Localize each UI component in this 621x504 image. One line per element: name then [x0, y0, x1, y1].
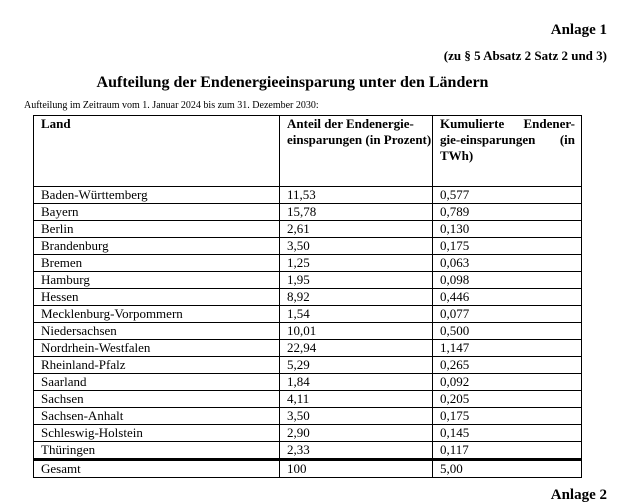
table-header-row: Land Anteil der Endenergie-einsparungen …: [33, 115, 582, 187]
percent-cell: 15,78: [279, 203, 433, 221]
land-cell: Brandenburg: [33, 237, 280, 255]
twh-cell: 0,205: [432, 390, 582, 408]
percent-cell: 2,90: [279, 424, 433, 442]
table-row: Berlin 2,61 0,130: [33, 220, 582, 238]
page-title: Aufteilung der Endenergieeinsparung unte…: [0, 74, 621, 92]
table-row: Sachsen 4,11 0,205: [33, 390, 582, 408]
table-row: Schleswig-Holstein 2,90 0,145: [33, 424, 582, 442]
twh-cell: 0,577: [432, 186, 582, 204]
header-percent: Anteil der Endenergie-einsparungen (in P…: [279, 115, 433, 187]
land-cell: Sachsen: [33, 390, 280, 408]
table-row: Rheinland-Pfalz 5,29 0,265: [33, 356, 582, 374]
percent-cell: 10,01: [279, 322, 433, 340]
table-row: Mecklenburg-Vorpommern 1,54 0,077: [33, 305, 582, 323]
twh-cell: 0,175: [432, 407, 582, 425]
table-row: Hessen 8,92 0,446: [33, 288, 582, 306]
percent-cell: 22,94: [279, 339, 433, 357]
land-cell: Hamburg: [33, 271, 280, 289]
land-cell: Nordrhein-Westfalen: [33, 339, 280, 357]
percent-cell: 11,53: [279, 186, 433, 204]
land-cell: Bremen: [33, 254, 280, 272]
table-row: Bremen 1,25 0,063: [33, 254, 582, 272]
percent-cell: 3,50: [279, 237, 433, 255]
table-row: Hamburg 1,95 0,098: [33, 271, 582, 289]
percent-cell: 3,50: [279, 407, 433, 425]
twh-cell: 0,789: [432, 203, 582, 221]
percent-cell: 1,25: [279, 254, 433, 272]
percent-cell: 8,92: [279, 288, 433, 306]
twh-cell: 0,175: [432, 237, 582, 255]
percent-cell: 4,11: [279, 390, 433, 408]
land-cell: Sachsen-Anhalt: [33, 407, 280, 425]
period-caption: Aufteilung im Zeitraum vom 1. Januar 202…: [24, 100, 319, 111]
allocation-table: Land Anteil der Endenergie-einsparungen …: [33, 115, 582, 478]
header-land: Land: [33, 115, 280, 187]
land-cell: Schleswig-Holstein: [33, 424, 280, 442]
legal-reference: (zu § 5 Absatz 2 Satz 2 und 3): [443, 48, 607, 63]
twh-cell: 0,077: [432, 305, 582, 323]
twh-cell: 1,147: [432, 339, 582, 357]
land-cell: Niedersachsen: [33, 322, 280, 340]
percent-cell: 2,61: [279, 220, 433, 238]
land-cell: Thüringen: [33, 441, 280, 460]
twh-cell: 0,117: [432, 441, 582, 460]
twh-cell: 0,063: [432, 254, 582, 272]
land-cell: Mecklenburg-Vorpommern: [33, 305, 280, 323]
land-cell: Hessen: [33, 288, 280, 306]
twh-cell: 0,092: [432, 373, 582, 391]
twh-cell: 0,446: [432, 288, 582, 306]
twh-cell: 0,098: [432, 271, 582, 289]
table-row: Brandenburg 3,50 0,175: [33, 237, 582, 255]
table-row: Saarland 1,84 0,092: [33, 373, 582, 391]
land-cell: Rheinland-Pfalz: [33, 356, 280, 374]
land-cell: Bayern: [33, 203, 280, 221]
twh-cell: 0,265: [432, 356, 582, 374]
total-twh-cell: 5,00: [432, 458, 582, 478]
land-cell: Saarland: [33, 373, 280, 391]
table-row: Bayern 15,78 0,789: [33, 203, 582, 221]
table-row: Sachsen-Anhalt 3,50 0,175: [33, 407, 582, 425]
table-row: Nordrhein-Westfalen 22,94 1,147: [33, 339, 582, 357]
land-cell: Berlin: [33, 220, 280, 238]
header-twh: Kumulierte Endener-gie-einsparungen (in …: [432, 115, 582, 187]
percent-cell: 1,84: [279, 373, 433, 391]
table-row: Baden-Württemberg 11,53 0,577: [33, 186, 582, 204]
percent-cell: 5,29: [279, 356, 433, 374]
next-anlage-label: Anlage 2: [550, 487, 607, 503]
percent-cell: 2,33: [279, 441, 433, 460]
twh-cell: 0,130: [432, 220, 582, 238]
percent-cell: 1,95: [279, 271, 433, 289]
twh-cell: 0,500: [432, 322, 582, 340]
page-title-text: Aufteilung der Endenergieeinsparung unte…: [96, 74, 489, 91]
twh-cell: 0,145: [432, 424, 582, 442]
total-land-cell: Gesamt: [33, 458, 280, 478]
anlage-label: Anlage 1: [550, 22, 607, 38]
total-row: Gesamt 100 5,00: [33, 458, 582, 478]
land-cell: Baden-Württemberg: [33, 186, 280, 204]
percent-cell: 1,54: [279, 305, 433, 323]
total-percent-cell: 100: [279, 458, 433, 478]
table-row: Niedersachsen 10,01 0,500: [33, 322, 582, 340]
table-row: Thüringen 2,33 0,117: [33, 441, 582, 460]
